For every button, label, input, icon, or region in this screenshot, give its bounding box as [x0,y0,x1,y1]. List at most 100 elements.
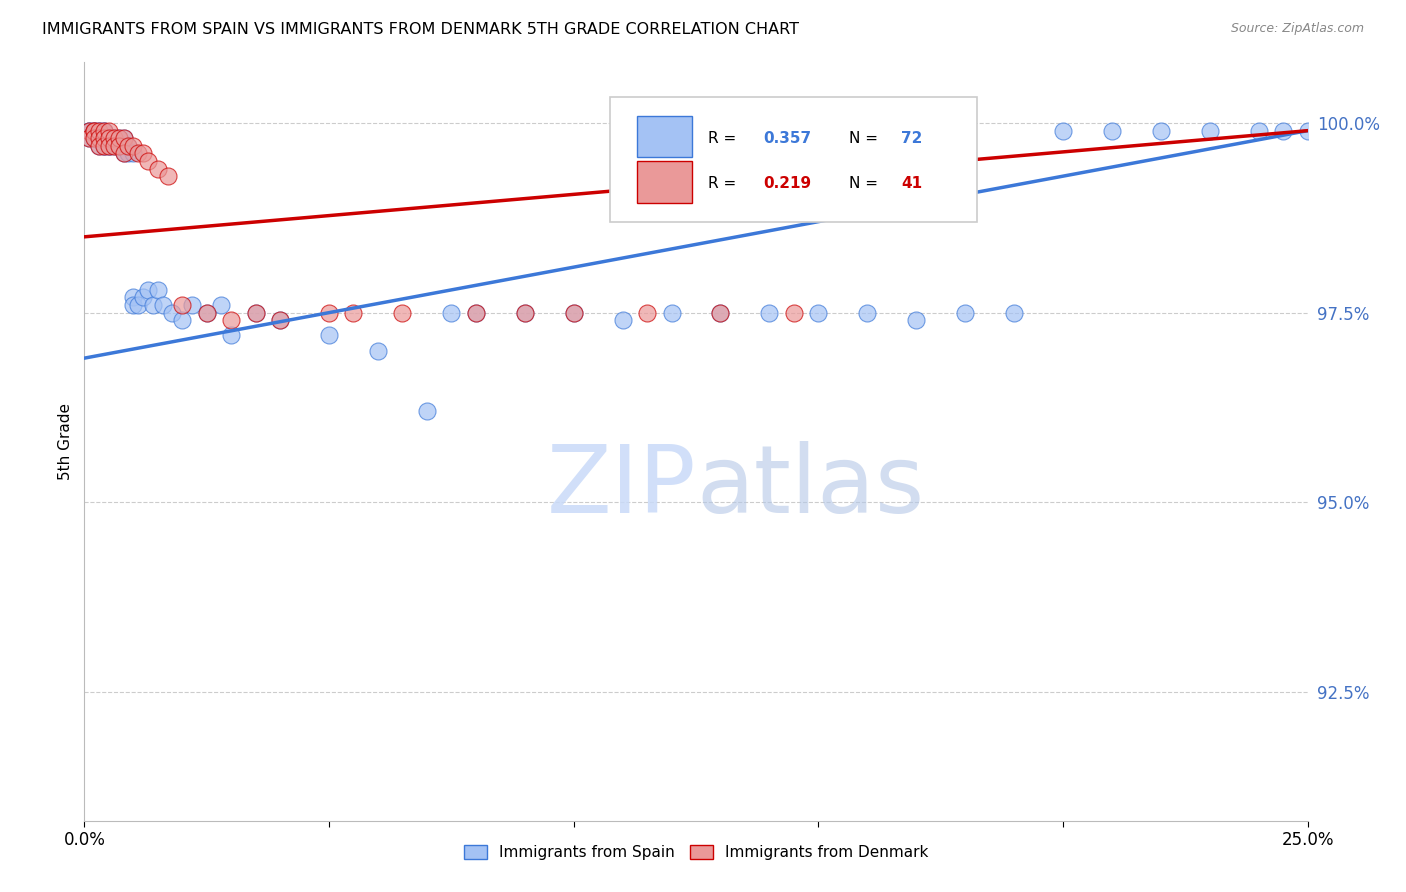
Point [112,146,135,161]
Point [122,298,145,312]
Point [87,124,110,138]
Point [209,298,232,312]
Point [181,298,204,312]
Point [97,139,120,153]
Text: Source: ZipAtlas.com: Source: ZipAtlas.com [1230,22,1364,36]
Point [146,283,169,297]
Point [172,313,194,327]
Point [807,306,830,320]
Point [107,131,129,145]
Text: IMMIGRANTS FROM SPAIN VS IMMIGRANTS FROM DENMARK 5TH GRADE CORRELATION CHART: IMMIGRANTS FROM SPAIN VS IMMIGRANTS FROM… [42,22,799,37]
Point [219,328,242,343]
Point [103,139,125,153]
Point [1101,124,1123,138]
Text: 0.357: 0.357 [763,131,811,145]
Point [152,298,174,312]
Point [97,124,120,138]
Point [87,124,110,138]
Point [77,124,100,138]
Point [83,124,105,138]
Point [661,306,683,320]
Point [117,146,139,161]
Point [856,306,879,320]
Point [758,306,780,320]
Point [1247,124,1270,138]
Point [97,131,120,145]
Point [1272,124,1295,138]
Point [464,306,486,320]
Point [127,146,149,161]
Point [117,139,139,153]
Point [103,139,125,153]
Point [107,139,129,153]
Point [112,146,135,161]
Point [117,139,139,153]
Point [83,131,105,145]
Point [440,306,463,320]
Point [342,306,364,320]
Point [83,131,105,145]
Point [416,404,439,418]
Point [103,131,125,145]
Point [107,131,129,145]
Text: 72: 72 [901,131,922,145]
Point [97,131,120,145]
Point [562,306,585,320]
Point [1002,306,1025,320]
Text: atlas: atlas [696,441,924,533]
Point [1198,124,1220,138]
Point [83,124,105,138]
Point [83,131,105,145]
Point [245,306,267,320]
Point [112,131,135,145]
Point [83,124,105,138]
Point [162,306,184,320]
Point [93,139,115,153]
Point [83,124,105,138]
Point [77,131,100,145]
Point [562,306,585,320]
Point [107,139,129,153]
Point [269,313,291,327]
FancyBboxPatch shape [610,96,977,221]
Point [391,306,413,320]
Point [219,313,242,327]
Text: N =: N = [849,131,883,145]
Point [87,131,110,145]
Point [136,283,159,297]
Point [513,306,536,320]
Point [172,298,194,312]
Point [93,124,115,138]
Point [1296,124,1319,138]
Point [709,306,731,320]
Point [97,131,120,145]
Point [1052,124,1074,138]
Point [905,313,928,327]
Point [77,131,100,145]
FancyBboxPatch shape [637,115,692,157]
Point [87,124,110,138]
Point [122,139,145,153]
Point [156,169,179,184]
Point [132,291,155,305]
Text: R =: R = [709,177,741,191]
Point [77,124,100,138]
Point [318,306,340,320]
Point [132,146,155,161]
Point [103,131,125,145]
Point [136,154,159,169]
Y-axis label: 5th Grade: 5th Grade [58,403,73,480]
Point [142,298,165,312]
Text: 0.219: 0.219 [763,177,811,191]
Point [87,131,110,145]
Point [367,343,389,358]
Point [318,328,340,343]
Legend: Immigrants from Spain, Immigrants from Denmark: Immigrants from Spain, Immigrants from D… [457,838,935,866]
Point [127,298,149,312]
Point [93,139,115,153]
Point [122,291,145,305]
Point [77,124,100,138]
Point [87,139,110,153]
Point [245,306,267,320]
Point [93,131,115,145]
